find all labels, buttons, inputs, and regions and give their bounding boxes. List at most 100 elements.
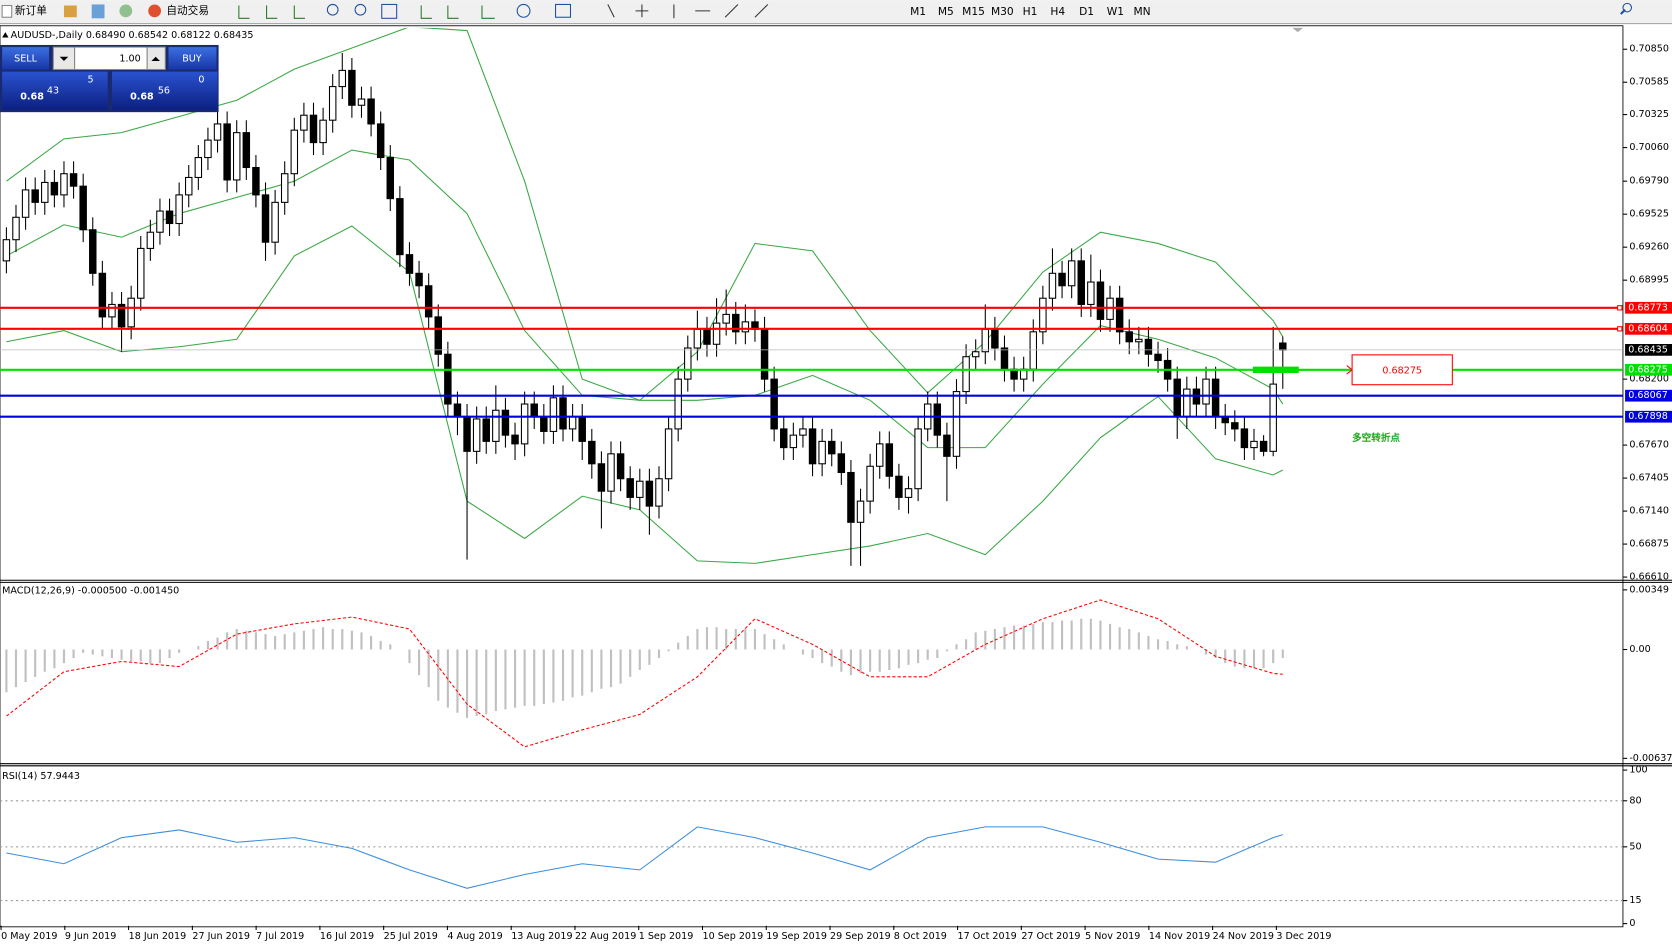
- rsi-panel: [0, 800, 1623, 902]
- candle-body: [156, 210, 164, 233]
- bid-big: 43: [47, 85, 59, 96]
- indicator-line: [6, 27, 1284, 401]
- candle-body: [1115, 297, 1124, 333]
- candle-body: [472, 418, 481, 452]
- candle-body: [568, 415, 577, 430]
- candle-body: [396, 198, 404, 256]
- ask-box[interactable]: [111, 71, 218, 111]
- candle-body: [69, 173, 78, 187]
- icon[interactable]: [326, 3, 339, 16]
- timeframe[interactable]: W1: [1107, 5, 1124, 18]
- icon[interactable]: [91, 4, 105, 19]
- timeframe[interactable]: H4: [1050, 5, 1065, 18]
- candle-body: [520, 403, 529, 445]
- icon[interactable]: [354, 3, 367, 16]
- timeframe[interactable]: M30: [991, 5, 1014, 18]
- icon[interactable]: [63, 5, 77, 18]
- candle-body: [386, 157, 395, 200]
- candle-body: [741, 321, 750, 333]
- candle-body: [79, 185, 87, 231]
- candle-body: [789, 434, 798, 449]
- timeframe[interactable]: D1: [1079, 5, 1094, 18]
- candle-body: [108, 303, 116, 318]
- icon[interactable]: [555, 3, 572, 18]
- auto-trading[interactable]: 自动交易: [166, 4, 209, 17]
- candle-body: [165, 210, 174, 225]
- icon-new-order[interactable]: [1, 4, 13, 18]
- tool-icons[interactable]: [238, 3, 769, 19]
- x-tick-label: 14 Nov 2019: [1149, 931, 1210, 942]
- buy-label[interactable]: BUY: [182, 53, 202, 64]
- candle-body: [1087, 281, 1095, 305]
- candle-body: [674, 378, 682, 430]
- y-tick-label: 0.66875: [1629, 539, 1669, 550]
- candle-body: [137, 247, 145, 299]
- timeframe[interactable]: MN: [1133, 5, 1150, 18]
- timeframe[interactable]: H1: [1023, 5, 1038, 18]
- icon[interactable]: [420, 5, 495, 19]
- level-label: 0.68275: [1628, 364, 1668, 375]
- icon[interactable]: [607, 4, 769, 19]
- candle-body: [501, 409, 510, 436]
- ask-small: 0: [198, 75, 204, 86]
- timeframe[interactable]: M15: [962, 5, 985, 18]
- level-tag: [1625, 344, 1672, 356]
- y-tick-label: 0.67405: [1629, 473, 1669, 484]
- sell-button[interactable]: [2, 47, 50, 70]
- candle-body: [904, 488, 913, 498]
- y-tick-label: 0: [1629, 918, 1635, 929]
- timeframe[interactable]: M5: [938, 5, 954, 18]
- lot-value[interactable]: 1.00: [119, 53, 140, 64]
- level-tag: [1625, 389, 1672, 402]
- candle-body: [1211, 378, 1220, 418]
- bid-prefix: 0.68: [20, 92, 44, 103]
- candle-body: [952, 391, 961, 457]
- chart-frame: [0, 25, 1624, 928]
- ask-big: 56: [158, 85, 170, 96]
- timeframes: M1 M5 M15 M30 H1 H4 D1 W1 MN: [910, 5, 1151, 18]
- candle-body: [1125, 331, 1133, 343]
- candle-body: [1135, 338, 1143, 343]
- candle-body: [1067, 260, 1076, 287]
- sell-label[interactable]: SELL: [14, 53, 37, 64]
- level-tag: [1625, 363, 1672, 376]
- candle-body: [732, 313, 740, 333]
- buy-button[interactable]: [168, 47, 217, 70]
- x-tick-label: 5 Nov 2019: [1085, 931, 1140, 942]
- candle-body: [693, 328, 702, 349]
- new-order[interactable]: 新订单: [15, 4, 47, 17]
- candle-body: [760, 328, 769, 380]
- candle-body: [482, 418, 490, 442]
- bid-box[interactable]: [2, 71, 108, 111]
- level-label: 0.67898: [1628, 411, 1668, 422]
- candle-body: [703, 328, 711, 345]
- candle-body: [1077, 260, 1085, 305]
- level-label: 0.68604: [1628, 323, 1668, 334]
- search-icon[interactable]: [1622, 2, 1633, 13]
- candle-body: [127, 297, 135, 328]
- annotation-text: 多空转折点: [1352, 432, 1400, 444]
- candle-body: [89, 229, 97, 274]
- candle-body: [828, 440, 836, 455]
- level-label: 0.68067: [1628, 390, 1668, 401]
- icon[interactable]: [516, 3, 531, 18]
- y-tick-label: 0.00: [1629, 644, 1650, 655]
- icon-auto-trading[interactable]: [148, 4, 162, 18]
- shift-marker: [1292, 27, 1304, 33]
- y-tick-label: 0.70850: [1629, 44, 1669, 55]
- candle-body: [376, 123, 385, 159]
- icon[interactable]: [119, 4, 133, 18]
- icon[interactable]: [381, 3, 398, 19]
- x-tick-label: 13 Aug 2019: [511, 931, 572, 942]
- axes: 0.70850 0.70585 0.70325 0.70060 0.69790 0.695…: [0, 44, 1672, 942]
- candle-body: [511, 434, 519, 445]
- candle-body: [684, 347, 692, 380]
- timeframe[interactable]: M1: [910, 5, 926, 18]
- icon[interactable]: [238, 5, 305, 19]
- y-tick-label: 0.68995: [1629, 275, 1669, 286]
- x-tick-label: 0 May 2019: [1, 931, 57, 942]
- candle-body: [799, 428, 807, 436]
- candle-body: [607, 453, 615, 492]
- candle-body: [290, 129, 299, 175]
